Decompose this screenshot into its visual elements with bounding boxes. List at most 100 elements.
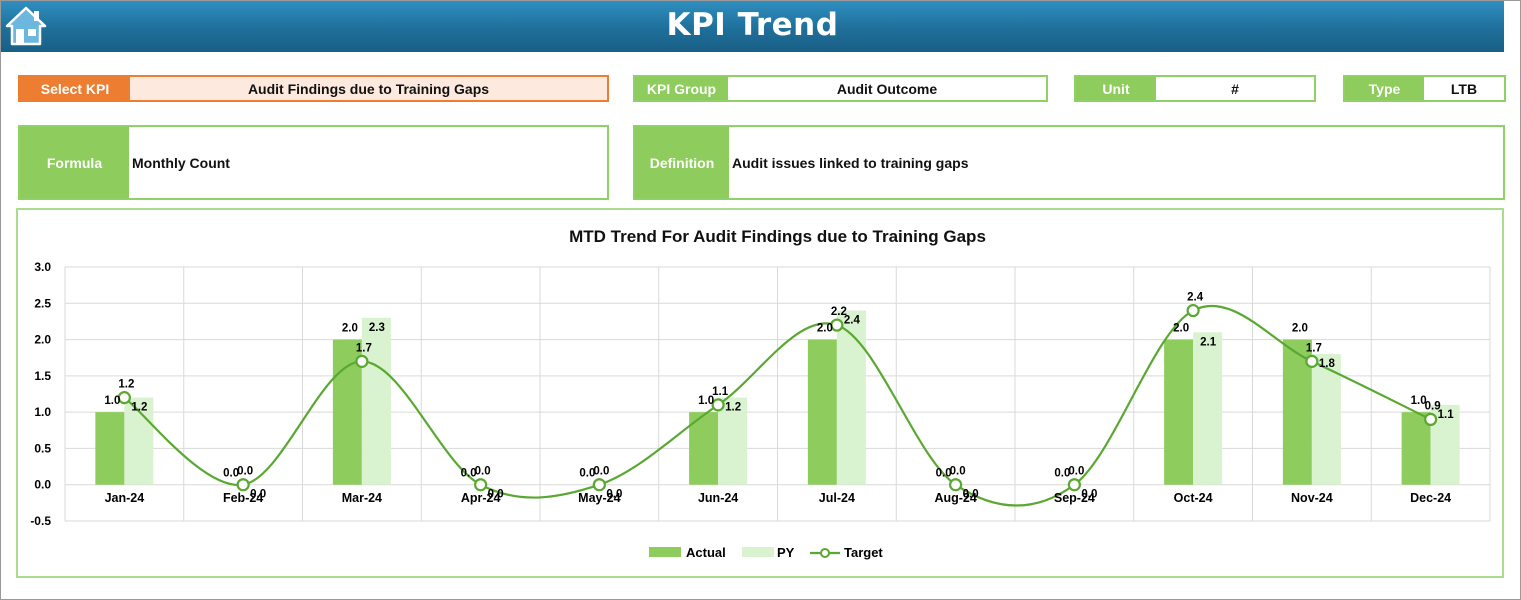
data-label-py: 1.1 (1438, 409, 1455, 421)
type-field: Type LTB (1343, 75, 1506, 102)
formula-value: Monthly Count (132, 154, 230, 171)
data-label-actual: 0.0 (223, 468, 239, 480)
x-tick-label: Aug-24 (934, 491, 976, 505)
formula-box: Formula Monthly Count (18, 125, 609, 200)
y-tick-label: 3.0 (34, 260, 51, 274)
y-tick-label: 2.0 (34, 333, 51, 347)
legend-swatch-actual (649, 547, 681, 557)
type-value: LTB (1450, 80, 1478, 97)
data-label-actual: 0.0 (936, 468, 952, 480)
data-label-actual: 2.0 (342, 323, 358, 335)
legend-label-actual: Actual (686, 545, 726, 560)
target-point (1067, 478, 1081, 492)
x-tick-label: Nov-24 (1291, 491, 1333, 505)
data-label-py: 0.0 (963, 489, 979, 501)
target-point (1305, 354, 1319, 368)
data-label-actual: 2.0 (1292, 323, 1308, 335)
home-icon[interactable] (4, 5, 48, 47)
target-point (1424, 412, 1438, 426)
data-label-target: 0.0 (950, 466, 966, 478)
target-point (711, 398, 725, 412)
bar-py (361, 317, 391, 485)
chart-title: MTD Trend For Audit Findings due to Trai… (569, 227, 986, 246)
mtd-trend-chart: MTD Trend For Audit Findings due to Trai… (30, 227, 1491, 560)
x-tick-label: Jul-24 (819, 491, 855, 505)
unit-label: Unit (1076, 77, 1156, 100)
x-tick-label: Sep-24 (1054, 491, 1095, 505)
data-label-actual: 0.0 (1054, 468, 1070, 480)
data-label-actual: 1.0 (1411, 395, 1427, 407)
chart-container: MTD Trend For Audit Findings due to Trai… (16, 208, 1504, 578)
select-kpi-field[interactable]: Select KPI Audit Findings due to Trainin… (18, 75, 609, 102)
data-label-actual: 2.0 (1173, 323, 1189, 335)
x-tick-label: Mar-24 (342, 491, 382, 505)
data-label-actual: 2.0 (817, 323, 833, 335)
bar-actual (1401, 412, 1431, 485)
data-label-target: 2.4 (1187, 292, 1204, 304)
bar-actual (807, 339, 837, 485)
definition-box: Definition Audit issues linked to traini… (633, 125, 1505, 200)
select-kpi-dropdown[interactable]: Audit Findings due to Training Gaps (130, 77, 607, 100)
data-label-py: 0.0 (250, 489, 266, 501)
data-label-py: 2.4 (844, 315, 861, 327)
data-label-actual: 1.0 (698, 395, 714, 407)
header-bar: KPI Trend (1, 1, 1504, 52)
legend-swatch-py (742, 547, 774, 557)
kpi-group-field: KPI Group Audit Outcome (633, 75, 1048, 102)
data-label-py: 0.0 (1081, 489, 1097, 501)
target-point (355, 354, 369, 368)
x-tick-label: Feb-24 (223, 491, 263, 505)
unit-field: Unit # (1074, 75, 1316, 102)
data-label-py: 0.0 (488, 489, 504, 501)
bar-py (1193, 332, 1223, 485)
data-label-py: 2.1 (1200, 336, 1217, 348)
select-kpi-label: Select KPI (20, 77, 130, 100)
data-label-target: 0.9 (1425, 400, 1441, 412)
definition-label: Definition (635, 127, 729, 198)
page-title: KPI Trend (666, 7, 839, 43)
legend-label-target: Target (844, 545, 883, 560)
data-label-actual: 0.0 (579, 468, 595, 480)
data-label-py: 2.3 (369, 322, 385, 334)
data-label-target: 1.7 (356, 342, 372, 354)
x-tick-label: May-24 (578, 491, 620, 505)
target-point (949, 478, 963, 492)
definition-value: Audit issues linked to training gaps (732, 154, 969, 171)
y-tick-label: -0.5 (30, 514, 51, 528)
y-tick-label: 1.5 (34, 369, 51, 383)
y-tick-label: 2.5 (34, 296, 51, 310)
target-point (474, 478, 488, 492)
bar-py (718, 397, 748, 485)
data-label-actual: 0.0 (461, 468, 477, 480)
data-label-target: 0.0 (475, 466, 491, 478)
legend-label-py: PY (777, 545, 795, 560)
target-point (117, 391, 131, 405)
kpi-group-label: KPI Group (635, 77, 728, 100)
x-tick-label: Jun-24 (698, 491, 738, 505)
data-label-py: 1.2 (131, 402, 147, 414)
data-label-py: 1.8 (1319, 358, 1336, 370)
type-label: Type (1345, 77, 1424, 100)
bar-actual (689, 412, 719, 485)
legend-marker-target (820, 548, 830, 558)
data-label-target: 0.0 (1068, 466, 1084, 478)
x-tick-label: Oct-24 (1174, 491, 1213, 505)
data-label-actual: 1.0 (104, 395, 120, 407)
data-label-target: 1.2 (118, 379, 134, 391)
target-point (236, 478, 250, 492)
data-label-py: 1.2 (725, 402, 741, 414)
x-tick-label: Dec-24 (1410, 491, 1451, 505)
data-label-py: 0.0 (606, 489, 622, 501)
bar-actual (1164, 339, 1194, 485)
data-label-target: 1.7 (1306, 342, 1322, 354)
y-tick-label: 0.5 (34, 441, 51, 455)
target-point (592, 478, 606, 492)
target-point (830, 318, 844, 332)
x-tick-label: Apr-24 (461, 491, 501, 505)
unit-value: # (1231, 80, 1239, 97)
data-label-target: 2.2 (831, 306, 847, 318)
data-label-target: 0.0 (237, 466, 253, 478)
x-tick-label: Jan-24 (105, 491, 145, 505)
bar-py (836, 310, 866, 485)
target-point (1186, 303, 1200, 318)
